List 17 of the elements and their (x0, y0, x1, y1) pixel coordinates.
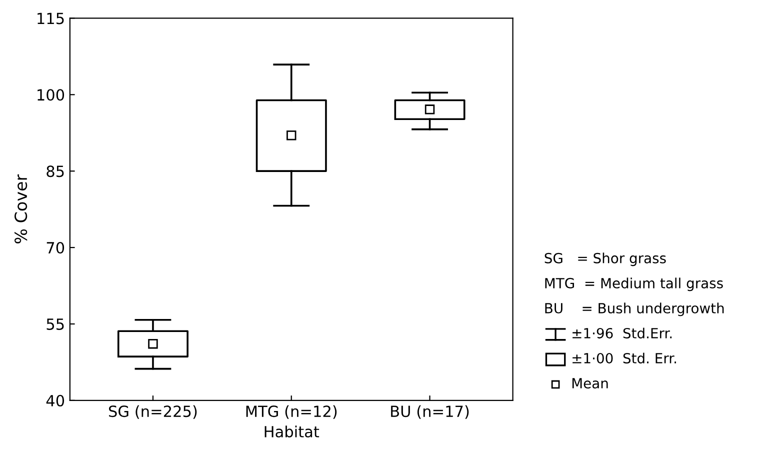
text: MTG = Medium tall grass (545, 278, 723, 292)
y-tick-label: 55 (46, 318, 64, 330)
y-tick-label: 115 (38, 12, 64, 24)
text: Mean (572, 378, 608, 389)
text: ±1·00 Std. Err. (572, 352, 676, 364)
text: SG = Shor grass (544, 252, 666, 266)
y-axis-title: % Cover (14, 174, 28, 244)
y-tick-label: 100 (38, 89, 64, 101)
text: ±1·96 Std.Err. (572, 328, 672, 338)
x-tick-label: SG (n=225) (109, 405, 197, 419)
x-tick-label: BU (n=17) (391, 405, 469, 419)
x-axis-title: Habitat (264, 426, 320, 438)
y-tick-label: 40 (46, 394, 64, 406)
x-tick-label: MTG (n=12) (246, 405, 337, 419)
y-tick-label: 70 (46, 242, 64, 254)
y-tick-label: 85 (46, 166, 64, 178)
text: BU = Bush undergrowth (545, 302, 724, 316)
